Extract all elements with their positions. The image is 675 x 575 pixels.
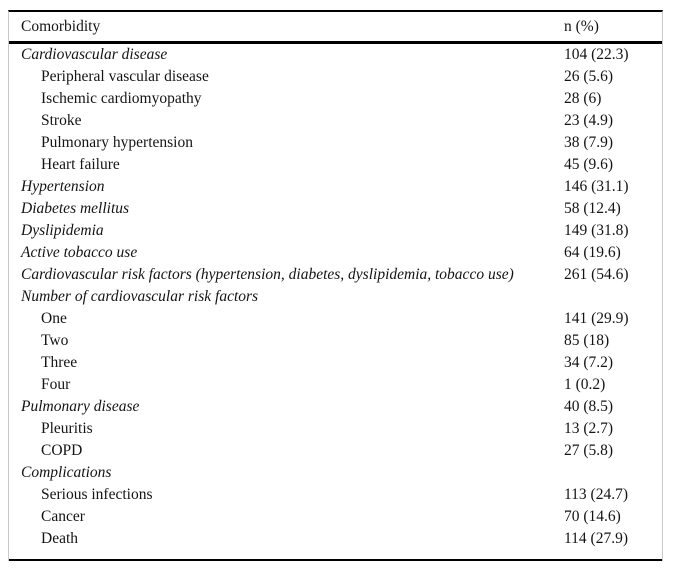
table-body: Cardiovascular disease 104 (22.3) Periph…: [9, 44, 662, 561]
table-row: Three 34 (7.2): [9, 352, 662, 374]
row-label: Three: [41, 354, 78, 371]
row-value: 27 (5.8): [564, 442, 614, 459]
table-row: Active tobacco use 64 (19.6): [9, 242, 662, 264]
row-value: 13 (2.7): [564, 420, 614, 437]
row-value: 85 (18): [564, 332, 610, 349]
table-row: Cardiovascular disease 104 (22.3): [9, 44, 662, 66]
row-value: 45 (9.6): [564, 156, 614, 173]
table-row: Dyslipidemia 149 (31.8): [9, 220, 662, 242]
row-label: COPD: [41, 442, 83, 459]
table-row: Hypertension 146 (31.1): [9, 176, 662, 198]
column-header-comorbidity: Comorbidity: [21, 17, 101, 35]
row-label: Cardiovascular disease: [21, 46, 168, 63]
table-row: One 141 (29.9): [9, 308, 662, 330]
row-label: One: [41, 310, 67, 327]
row-value: 34 (7.2): [564, 354, 614, 371]
row-label: Serious infections: [41, 486, 153, 503]
row-label: Complications: [21, 464, 112, 481]
row-value: 114 (27.9): [564, 530, 628, 547]
table-row: Two 85 (18): [9, 330, 662, 352]
comorbidity-table: Comorbidity n (%) Cardiovascular disease…: [8, 10, 663, 561]
row-label: Two: [41, 332, 69, 349]
row-label: Active tobacco use: [21, 244, 138, 261]
table-row: Ischemic cardiomyopathy 28 (6): [9, 88, 662, 110]
table-row: Cardiovascular risk factors (hypertensio…: [9, 264, 662, 286]
table-header-row: Comorbidity n (%): [9, 12, 662, 44]
row-label: Hypertension: [21, 178, 105, 195]
row-value: 70 (14.6): [564, 508, 621, 525]
table-row: Peripheral vascular disease 26 (5.6): [9, 66, 662, 88]
row-value: 149 (31.8): [564, 222, 629, 239]
table-row: Four 1 (0.2): [9, 374, 662, 396]
row-value: 28 (6): [564, 90, 602, 107]
table-row: Serious infections 113 (24.7): [9, 484, 662, 506]
row-value: 58 (12.4): [564, 200, 621, 217]
row-label: Number of cardiovascular risk factors: [21, 288, 259, 305]
row-label: Death: [41, 530, 79, 547]
row-label: Dyslipidemia: [21, 222, 104, 239]
row-value: 38 (7.9): [564, 134, 614, 151]
row-value: 64 (19.6): [564, 244, 621, 261]
table-row: Death 114 (27.9): [9, 528, 662, 550]
table-row: Heart failure 45 (9.6): [9, 154, 662, 176]
row-label: Cardiovascular risk factors (hypertensio…: [21, 266, 514, 283]
row-label: Peripheral vascular disease: [41, 68, 209, 85]
row-label: Stroke: [41, 112, 82, 129]
row-label: Pleuritis: [41, 420, 93, 437]
row-label: Pulmonary disease: [21, 398, 140, 415]
row-value: 1 (0.2): [564, 376, 606, 393]
row-label: Diabetes mellitus: [21, 200, 130, 217]
row-label: Four: [41, 376, 71, 393]
table-row: Pleuritis 13 (2.7): [9, 418, 662, 440]
row-value: 26 (5.6): [564, 68, 614, 85]
table-row: Complications: [9, 462, 662, 484]
table-row: Pulmonary disease 40 (8.5): [9, 396, 662, 418]
row-label: Ischemic cardiomyopathy: [41, 90, 202, 107]
column-header-n-percent: n (%): [564, 17, 599, 35]
row-value: 104 (22.3): [564, 46, 629, 63]
row-label: Heart failure: [41, 156, 120, 173]
table-row: Stroke 23 (4.9): [9, 110, 662, 132]
table-row: Cancer 70 (14.6): [9, 506, 662, 528]
row-value: 261 (54.6): [564, 266, 629, 283]
row-value: 113 (24.7): [564, 486, 628, 503]
row-label: Cancer: [41, 508, 85, 525]
table-row: Number of cardiovascular risk factors: [9, 286, 662, 308]
row-value: 146 (31.1): [564, 178, 629, 195]
table-row: Diabetes mellitus 58 (12.4): [9, 198, 662, 220]
row-value: 23 (4.9): [564, 112, 614, 129]
row-value: 40 (8.5): [564, 398, 614, 415]
row-value: 141 (29.9): [564, 310, 629, 327]
table-row: Pulmonary hypertension 38 (7.9): [9, 132, 662, 154]
row-label: Pulmonary hypertension: [41, 134, 193, 151]
table-row: COPD 27 (5.8): [9, 440, 662, 462]
